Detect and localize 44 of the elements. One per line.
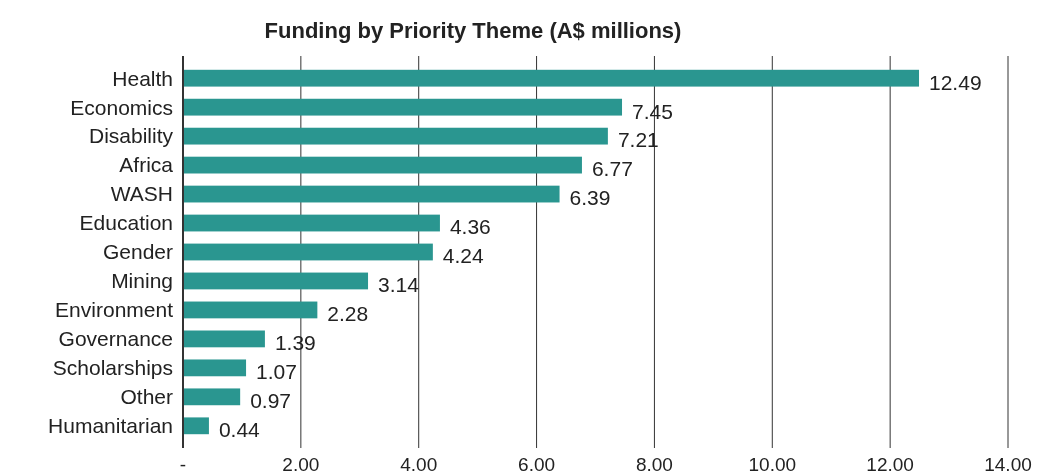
data-label: 0.97 [250,389,292,413]
data-label: 6.39 [569,186,611,210]
bar [183,388,241,406]
x-tick-label: 6.00 [518,454,556,475]
data-label: 4.36 [449,215,491,239]
bar [183,417,209,435]
bar [183,301,318,319]
data-label: 12.49 [929,70,982,94]
y-tick-label: WASH [110,182,173,206]
y-tick-label: Scholarships [52,356,173,380]
bar [183,330,265,348]
data-label: 0.44 [218,418,261,442]
bar [183,272,369,290]
y-tick-label: Environment [55,298,174,322]
x-tick-label: 8.00 [635,454,673,475]
y-tick-label: Gender [102,240,173,264]
bar [183,98,623,116]
x-tick-label: 14.00 [984,454,1032,475]
x-tick-label: - [179,454,187,475]
x-tick-label: 10.00 [748,454,797,475]
bar [183,359,247,377]
bar [183,69,920,87]
data-label: 2.28 [327,302,369,326]
bar [183,156,582,174]
bar [183,127,608,145]
y-tick-label: Disability [88,124,174,148]
y-tick-label: Other [120,385,173,409]
x-tick-label: 12.00 [866,454,914,475]
data-label: 1.07 [256,360,297,384]
chart-title: Funding by Priority Theme (A$ millions) [264,18,682,43]
data-label: 4.24 [442,244,485,268]
y-tick-label: Economics [70,95,173,119]
x-tick-label: 4.00 [400,454,438,475]
x-tick-label: 2.00 [282,454,320,475]
bar [183,214,440,232]
data-label: 6.77 [591,157,633,181]
y-tick-label: Health [112,66,173,90]
y-tick-label: Governance [58,327,173,351]
y-tick-label: Education [79,211,173,235]
y-tick-label: Humanitarian [48,414,173,438]
bar [183,185,560,203]
bar [183,243,433,261]
y-tick-label: Africa [119,153,174,177]
y-tick-label: Mining [111,269,173,293]
